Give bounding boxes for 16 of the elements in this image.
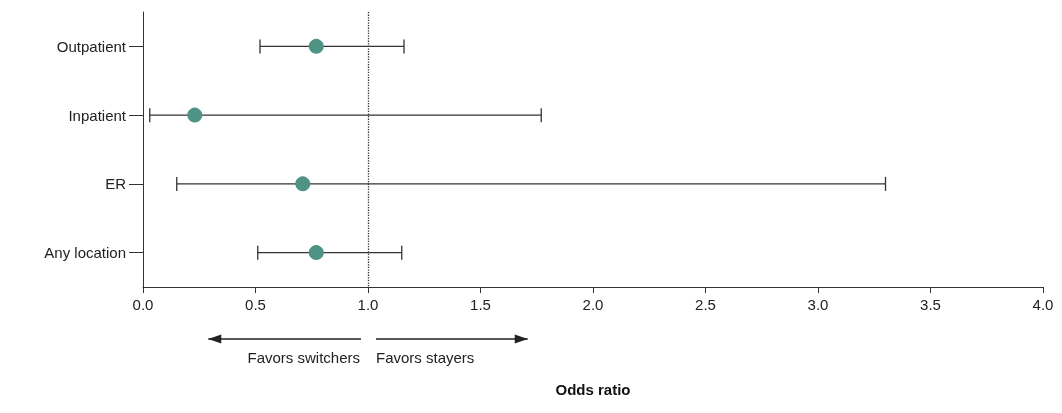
x-axis-title: Odds ratio bbox=[555, 381, 631, 398]
x-tick-label: 3.5 bbox=[920, 296, 941, 313]
text: Favors switchers bbox=[247, 349, 361, 366]
y-tick-label: ER bbox=[105, 175, 127, 193]
y-tick-label: Any location bbox=[44, 244, 126, 262]
x-tick-label: 0.5 bbox=[245, 296, 266, 313]
x-tick-label: 2.0 bbox=[582, 296, 604, 313]
x-tick-label: 3.0 bbox=[807, 296, 829, 313]
x-tick-label: 2.5 bbox=[695, 296, 716, 313]
x-tick-label: 4.0 bbox=[1032, 296, 1054, 313]
x-tick-label: 1.0 bbox=[357, 296, 379, 313]
x-tick-label: 0.0 bbox=[132, 296, 154, 313]
text: Favors stayers bbox=[376, 349, 475, 366]
y-tick-label: Outpatient bbox=[56, 37, 127, 55]
x-tick-label: 1.5 bbox=[470, 296, 491, 313]
y-tick-label: Inpatient bbox=[68, 106, 127, 124]
